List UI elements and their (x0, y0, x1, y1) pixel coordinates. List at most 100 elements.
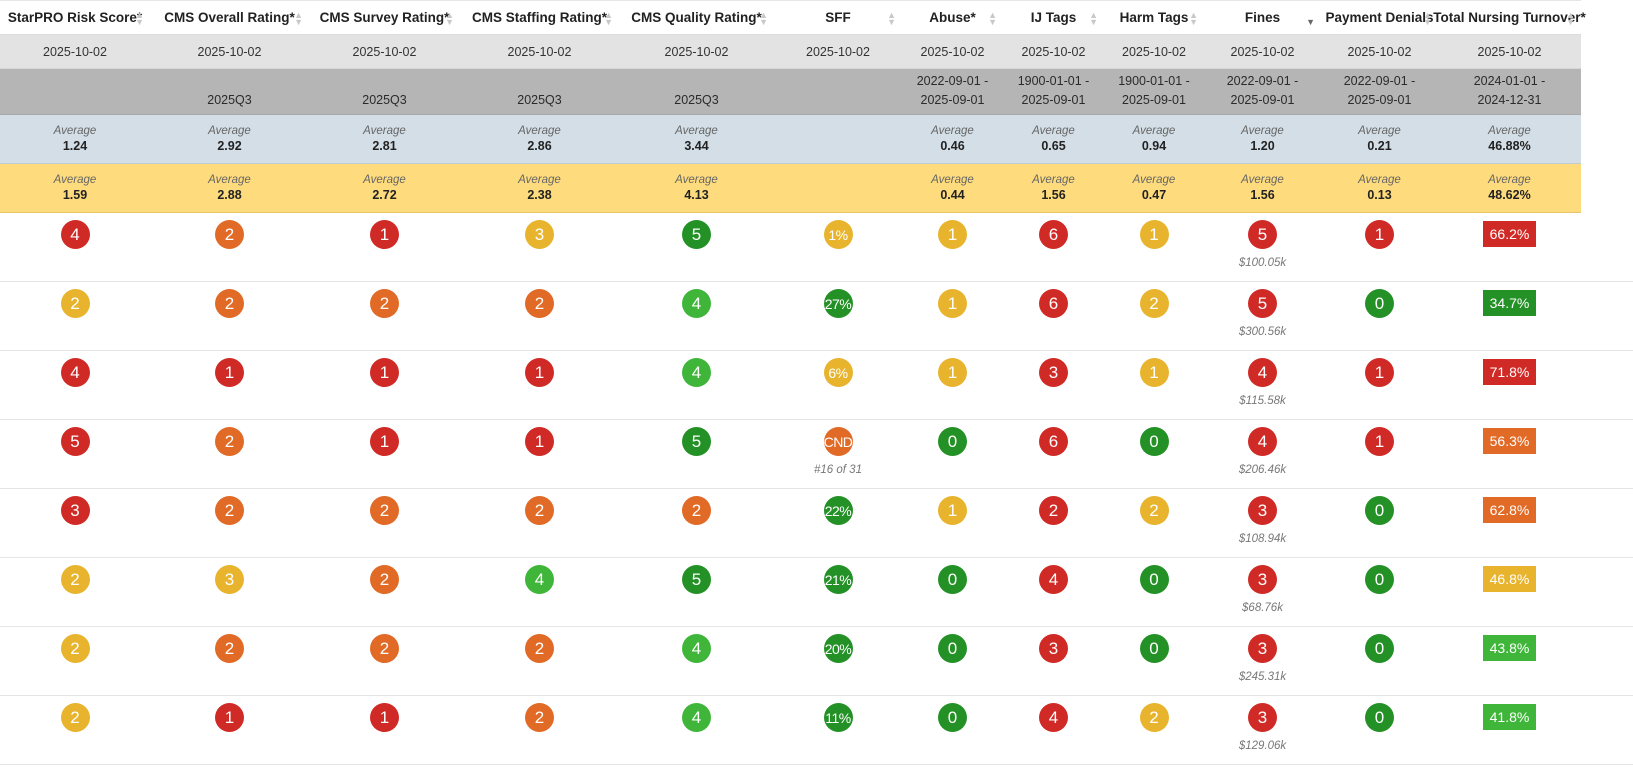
table-cell-harm-tags: 0 (1104, 627, 1204, 695)
table-cell-payment-denials: 1 (1321, 213, 1438, 281)
table-cell-total-nursing-turnover: 62.8% (1438, 489, 1581, 557)
average-label: Average (675, 173, 718, 186)
rating-badge: 6 (1039, 427, 1068, 456)
sort-arrows-icon[interactable]: ▲ ▼ (988, 10, 997, 27)
measurement-period: 1900-01-01 - 2025-09-01 (1104, 69, 1204, 115)
rating-badge: 3 (1248, 634, 1277, 663)
table-cell-payment-denials: 0 (1321, 282, 1438, 350)
average-cell: Average 2.72 (309, 164, 460, 213)
column-header-harm-tags[interactable]: Harm Tags ▲ ▼ (1104, 0, 1204, 35)
table-row[interactable]: 5 2 1 1 5 CND #16 of 31 0 6 0 4 $206.46k 1 56.3% (0, 420, 1633, 489)
sort-descending-icon[interactable]: ▼ (1306, 17, 1315, 27)
average-cell: Average 1.59 (0, 164, 150, 213)
column-header-starpro-risk-score[interactable]: StarPRO Risk Score* ▲ ▼ (0, 0, 150, 35)
column-header-fines[interactable]: Fines ▼ (1204, 0, 1321, 35)
rating-badge: 27% (823, 289, 853, 318)
data-date: 2025-10-02 (1104, 35, 1204, 69)
data-date: 2025-10-02 (1321, 35, 1438, 69)
rating-badge: 21% (823, 565, 853, 594)
table-cell-cms-survey-rating: 2 (309, 282, 460, 350)
turnover-badge: 43.8% (1483, 635, 1536, 661)
rating-badge: 0 (1139, 565, 1169, 594)
table-cell-harm-tags: 2 (1104, 696, 1204, 764)
rating-badge: 2 (215, 496, 244, 525)
table-cell-cms-quality-rating: 4 (619, 282, 774, 350)
table-cell-cms-staffing-rating: 1 (460, 351, 619, 419)
measurement-period-row: 2025Q3 2025Q3 2025Q3 2025Q3 2022-09-01 - 2025… (0, 69, 1633, 115)
rating-badge: 5 (682, 565, 711, 594)
column-header-cms-staffing-rating[interactable]: CMS Staffing Rating* ▲ ▼ (460, 0, 619, 35)
sort-arrows-icon[interactable]: ▲ ▼ (759, 10, 768, 27)
column-header-ij-tags[interactable]: IJ Tags ▲ ▼ (1003, 0, 1104, 35)
rating-badge: 1 (525, 427, 554, 456)
rating-badge: 4 (60, 220, 90, 249)
sort-arrows-icon[interactable]: ▲ ▼ (1423, 10, 1432, 27)
fine-amount: $108.94k (1238, 533, 1287, 545)
rating-badge: 4 (1248, 427, 1277, 456)
column-header-total-nursing-turnover[interactable]: Total Nursing Turnover* ▲ ▼ (1433, 0, 1586, 35)
rating-badge: 2 (525, 634, 554, 663)
table-row[interactable]: 4 1 1 1 4 6% 1 3 1 4 $115.58k 1 71.8% (0, 351, 1633, 420)
sort-arrows-icon[interactable]: ▲ ▼ (135, 10, 144, 27)
table-row[interactable]: 3 2 2 2 2 22% 1 2 2 3 $108.94k 0 62.8% (0, 489, 1633, 558)
table-cell-cms-overall-rating: 2 (150, 213, 309, 281)
sort-arrows-icon[interactable]: ▲ ▼ (445, 10, 454, 27)
rating-badge: 2 (525, 703, 554, 732)
table-cell-starpro-risk-score: 2 (0, 558, 150, 626)
table-cell-fines: 4 $206.46k (1204, 420, 1321, 488)
table-cell-starpro-risk-score: 4 (0, 213, 150, 281)
measurement-period: 2025Q3 (460, 69, 619, 115)
rating-badge: 1 (938, 496, 967, 525)
table-cell-starpro-risk-score: 2 (0, 627, 150, 695)
table-row[interactable]: 2 2 2 2 4 20% 0 3 0 3 $245.31k 0 43.8% (0, 627, 1633, 696)
table-row[interactable]: 2 2 2 2 4 27% 1 6 2 5 $300.56k 0 34.7% (0, 282, 1633, 351)
rating-badge: 2 (215, 634, 244, 663)
column-header-label: CMS Quality Rating* (631, 10, 762, 25)
rating-badge: 2 (1039, 496, 1068, 525)
sort-arrows-icon[interactable]: ▲ ▼ (887, 10, 896, 27)
turnover-badge: 56.3% (1483, 428, 1536, 454)
column-header-payment-denials[interactable]: Payment Denials ▲ ▼ (1321, 0, 1438, 35)
sort-arrows-icon[interactable]: ▲ ▼ (1089, 10, 1098, 27)
table-cell-total-nursing-turnover: 66.2% (1438, 213, 1581, 281)
column-header-cms-overall-rating[interactable]: CMS Overall Rating* ▲ ▼ (150, 0, 309, 35)
average-cell: Average 2.38 (460, 164, 619, 213)
sort-arrows-icon[interactable]: ▲ ▼ (1189, 10, 1198, 27)
average-label: Average (1132, 173, 1176, 186)
average-value: 1.24 (62, 138, 88, 153)
column-header-sff[interactable]: SFF ▲ ▼ (774, 0, 902, 35)
period-line: 2024-12-31 (1477, 93, 1542, 107)
table-cell-ij-tags: 4 (1003, 558, 1104, 626)
table-cell-cms-survey-rating: 2 (309, 558, 460, 626)
sort-arrows-icon[interactable]: ▲ ▼ (1566, 10, 1575, 27)
column-header-cms-quality-rating[interactable]: CMS Quality Rating* ▲ ▼ (619, 0, 774, 35)
table-row[interactable]: 2 3 2 4 5 21% 0 4 0 3 $68.76k 0 46.8% (0, 558, 1633, 627)
data-date: 2025-10-02 (150, 35, 309, 69)
sort-arrows-icon[interactable]: ▲ ▼ (604, 10, 613, 27)
period-line: 1900-01-01 - (1118, 74, 1190, 88)
table-cell-sff: 11% (774, 696, 902, 764)
sort-arrows-icon[interactable]: ▲ ▼ (294, 10, 303, 27)
rating-badge: 5 (1248, 220, 1277, 249)
column-header-label: IJ Tags (1030, 10, 1077, 25)
rating-badge: 0 (1365, 634, 1394, 663)
column-header-cms-survey-rating[interactable]: CMS Survey Rating* ▲ ▼ (309, 0, 460, 35)
column-header-abuse[interactable]: Abuse* ▲ ▼ (902, 0, 1003, 35)
table-cell-fines: 3 $108.94k (1204, 489, 1321, 557)
rating-badge: 2 (60, 565, 90, 594)
average-cell: Average 1.56 (1204, 164, 1321, 213)
table-row[interactable]: 2 1 1 2 4 11% 0 4 2 3 $129.06k 0 41.8% (0, 696, 1633, 765)
turnover-badge: 66.2% (1483, 221, 1536, 247)
period-line: 2022-09-01 - (916, 74, 989, 88)
average-cell (774, 164, 902, 213)
column-header-row: StarPRO Risk Score* ▲ ▼ CMS Overall Rating*… (0, 0, 1633, 35)
overall-average-row: Average 1.24 Average 2.92 Average 2.81 Average… (0, 115, 1633, 164)
table-cell-cms-staffing-rating: 2 (460, 282, 619, 350)
rating-badge: 1 (370, 220, 399, 249)
rating-badge: 6 (1039, 220, 1068, 249)
table-row[interactable]: 4 2 1 3 5 1% 1 6 1 5 $100.05k 1 66.2% (0, 213, 1633, 282)
column-header-label: CMS Survey Rating* (319, 10, 450, 25)
column-header-label: Total Nursing Turnover* (1433, 10, 1586, 25)
period-line: 2025Q3 (674, 93, 719, 107)
